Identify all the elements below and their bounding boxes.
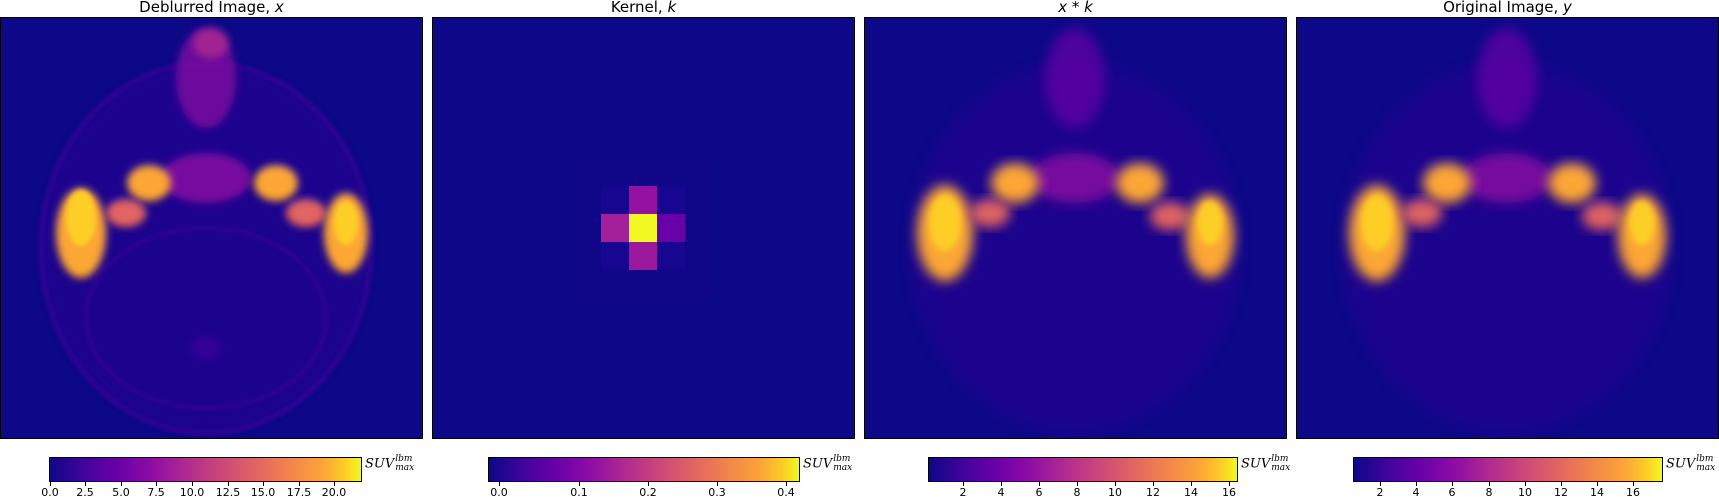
colorbar-tick-label: 15.0 [250,486,276,499]
colorbar-tick-label: 10 [1108,486,1122,499]
colorbar-unit: SUVlbm max [1241,454,1291,473]
title-text: Deblurred Image, [139,0,275,16]
panel-title-convolved: x * k [864,0,1287,15]
colorbar-tick-label: 2 [959,486,967,499]
colorbar-tick [579,482,580,486]
colorbar-tick [156,482,157,486]
colorbar-tick [1489,482,1490,486]
colorbar-tick-label: 0.0 [41,486,59,499]
colorbar-tick [1452,482,1453,486]
image-convolved [864,17,1287,439]
colorbar-tick [1077,482,1078,486]
panel-original: Original Image, y 2 4 6 8 10 [1296,0,1719,499]
colorbar-tick [499,482,500,486]
colorbar-tick [121,482,122,486]
colorbar-tick [228,482,229,486]
colorbar-tick [1561,482,1562,486]
image-original [1296,17,1719,439]
colorbar-tick-label: 16 [1626,486,1640,499]
colorbar-tick-label: 6 [1448,486,1456,499]
colorbar-tick [1380,482,1381,486]
colorbar-tick-label: 8 [1485,486,1493,499]
colorbar-unit: SUVlbm max [365,454,415,473]
colorbar-tick [1597,482,1598,486]
colorbar-tick [786,482,787,486]
colorbar-tick [1229,482,1230,486]
colorbar-tick-label: 5.0 [112,486,130,499]
colorbar-tick-label: 0.4 [777,486,795,499]
colorbar-original [1353,457,1663,482]
colorbar-tick [85,482,86,486]
colorbar-tick-label: 16 [1222,486,1236,499]
colorbar-tick [1633,482,1634,486]
panel-title-deblurred: Deblurred Image, x [0,0,423,15]
colorbar-tick [192,482,193,486]
colorbar-convolved [928,457,1238,482]
colorbar-tick-label: 0.2 [639,486,657,499]
colorbar-tick [1191,482,1192,486]
colorbar-tick [50,482,51,486]
panel-kernel: Kernel, k 0.0 0.1 0.2 0.3 0.4 SUVlbm max [432,0,855,499]
colorbar-tick [1416,482,1417,486]
colorbar-tick-label: 12.5 [215,486,241,499]
title-text: Kernel, [610,0,668,16]
colorbar-tick-label: 0.3 [708,486,726,499]
colorbar-tick [963,482,964,486]
colorbar-tick-label: 0.1 [570,486,588,499]
colorbar-tick-label: 14 [1590,486,1604,499]
title-variable: k [667,0,677,16]
colorbar-tick [1525,482,1526,486]
image-kernel [432,17,855,439]
colorbar-tick-label: 10.0 [179,486,205,499]
colorbar-tick-label: 7.5 [147,486,165,499]
panel-title-kernel: Kernel, k [432,0,855,15]
colorbar-tick-label: 6 [1035,486,1043,499]
colorbar-tick [334,482,335,486]
colorbar-tick-label: 14 [1184,486,1198,499]
colorbar-tick-label: 20.0 [321,486,347,499]
colorbar-tick [717,482,718,486]
panel-convolved: x * k 2 4 6 8 10 12 14 [864,0,1291,499]
title-text: Original Image, [1443,0,1564,16]
colorbar-kernel [488,457,800,482]
image-deblurred [0,17,423,439]
colorbar-tick-label: 4 [997,486,1005,499]
colorbar-tick [1153,482,1154,486]
colorbar-tick-label: 12 [1554,486,1568,499]
colorbar-tick-label: 17.5 [286,486,312,499]
colorbar-tick-label: 10 [1518,486,1532,499]
colorbar-tick-label: 0.0 [490,486,508,499]
title-variable: x * k [1058,0,1093,16]
colorbar-tick [263,482,264,486]
colorbar-deblurred [49,457,362,482]
panel-title-original: Original Image, y [1296,0,1719,15]
colorbar-unit: SUVlbm max [803,454,853,473]
colorbar-unit: SUVlbm max [1666,454,1716,473]
colorbar-tick-label: 2.5 [76,486,94,499]
colorbar-tick-label: 2 [1376,486,1384,499]
colorbar-tick-label: 8 [1073,486,1081,499]
title-variable: x [274,0,284,16]
colorbar-tick [1001,482,1002,486]
colorbar-tick [1039,482,1040,486]
colorbar-tick [648,482,649,486]
colorbar-tick [1115,482,1116,486]
title-variable: y [1563,0,1572,16]
colorbar-tick-label: 12 [1146,486,1160,499]
colorbar-tick-label: 4 [1412,486,1420,499]
panel-deblurred: Deblurred Image, x [0,0,423,499]
colorbar-tick [299,482,300,486]
